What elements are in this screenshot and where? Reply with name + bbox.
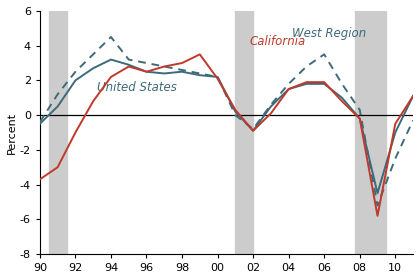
Y-axis label: Percent: Percent (7, 111, 17, 153)
Bar (235, 11, 253, 254)
Bar (49, 11, 66, 254)
Bar (355, 11, 386, 254)
Text: California: California (249, 35, 306, 48)
Text: United States: United States (97, 81, 177, 94)
Text: West Region: West Region (292, 27, 367, 39)
